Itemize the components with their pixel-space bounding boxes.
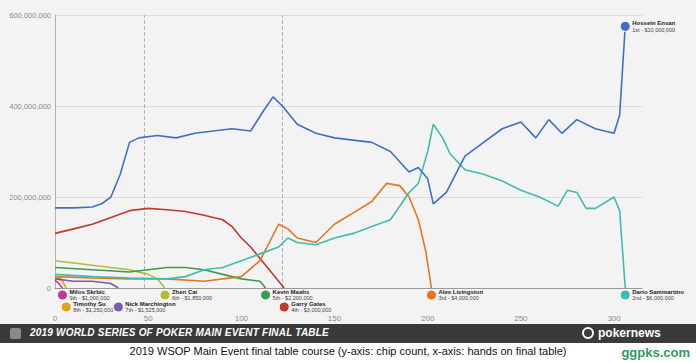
svg-text:8th - $1,250,000: 8th - $1,250,000: [73, 307, 113, 313]
svg-text:Kevin Maahs: Kevin Maahs: [273, 289, 310, 295]
svg-text:Dario Sammartino: Dario Sammartino: [632, 289, 684, 295]
svg-text:3rd - $4,000,000: 3rd - $4,000,000: [438, 295, 478, 301]
html-text:ggpks.com: ggpks.com: [621, 345, 690, 360]
svg-text:0: 0: [53, 314, 58, 323]
svg-text:0: 0: [47, 284, 51, 293]
html-text:2019 WSOP Main Event final tab: 2019 WSOP Main Event final table course …: [129, 345, 567, 357]
svg-text:Nick Marchington: Nick Marchington: [125, 301, 176, 307]
svg-text:5th - $2,200,000: 5th - $2,200,000: [272, 295, 313, 302]
svg-text:Hossein Ensan: Hossein Ensan: [632, 20, 675, 26]
svg-text:300: 300: [607, 314, 621, 323]
svg-text:600,000,000: 600,000,000: [9, 11, 51, 20]
svg-text:Milos Skrbic: Milos Skrbic: [69, 289, 105, 295]
svg-text:200: 200: [421, 314, 435, 323]
svg-text:150: 150: [328, 314, 342, 323]
svg-text:Garry Gates: Garry Gates: [291, 301, 326, 307]
svg-text:100: 100: [235, 314, 249, 323]
svg-text:Zhen Cai: Zhen Cai: [172, 289, 198, 295]
html-text:pokernews: pokernews: [598, 326, 661, 340]
svg-text:250: 250: [514, 314, 528, 323]
svg-text:7th - $1,525,000: 7th - $1,525,000: [125, 307, 165, 313]
svg-text:9th - $1,000,000: 9th - $1,000,000: [69, 295, 110, 302]
svg-text:1st - $10,000,000: 1st - $10,000,000: [632, 27, 675, 33]
svg-text:Alex Livingston: Alex Livingston: [438, 289, 483, 295]
svg-text:2nd - $6,000,000: 2nd - $6,000,000: [632, 295, 674, 301]
svg-text:6th - $1,850,000: 6th - $1,850,000: [172, 295, 212, 301]
svg-text:50: 50: [144, 314, 153, 323]
svg-text:4th - $3,000,000: 4th - $3,000,000: [291, 307, 331, 313]
html-text:2019 WORLD SERIES OF POKER MAI: 2019 WORLD SERIES OF POKER MAIN EVENT FI…: [30, 327, 329, 338]
svg-text:Timothy Su: Timothy Su: [73, 301, 106, 307]
svg-text:200,000,000: 200,000,000: [9, 193, 51, 202]
svg-text:400,000,000: 400,000,000: [9, 102, 51, 111]
